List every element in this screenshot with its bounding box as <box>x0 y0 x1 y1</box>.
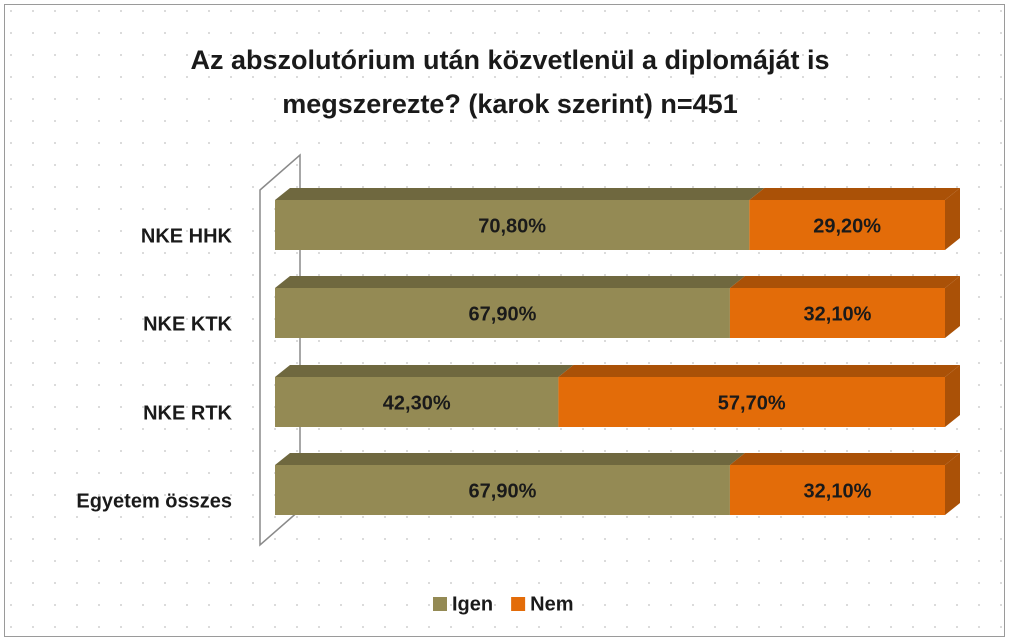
y-tick-label: NKE HHK <box>141 225 233 247</box>
bar-top <box>729 453 960 465</box>
bar-side <box>945 276 960 338</box>
y-tick-label: NKE RTK <box>143 402 232 424</box>
bar-side <box>945 188 960 250</box>
bar-side <box>945 453 960 515</box>
bar-top <box>558 365 960 377</box>
data-label: 67,90% <box>469 480 537 502</box>
legend-swatch <box>433 597 447 611</box>
data-label: 29,20% <box>813 215 881 237</box>
bar-top <box>275 188 765 200</box>
bar <box>275 465 730 515</box>
bar <box>749 200 945 250</box>
bar <box>558 377 945 427</box>
y-tick-label: Egyetem összes <box>76 490 232 512</box>
bar <box>275 288 730 338</box>
legend-swatch <box>511 597 526 611</box>
bar-top <box>729 276 960 288</box>
bar <box>275 377 559 427</box>
bar <box>729 288 945 338</box>
legend-label: Nem <box>530 593 573 615</box>
data-label: 32,10% <box>804 303 872 325</box>
bar-top <box>749 188 960 200</box>
bar <box>275 200 750 250</box>
data-label: 57,70% <box>718 392 786 414</box>
bar-top <box>275 365 574 377</box>
legend-label: Igen <box>452 593 493 615</box>
data-label: 70,80% <box>478 215 546 237</box>
bar-top <box>275 276 745 288</box>
chart-border <box>4 4 1005 637</box>
bar-side <box>945 365 960 427</box>
y-tick-label: NKE KTK <box>143 313 232 335</box>
data-label: 42,30% <box>383 392 451 414</box>
data-label: 67,90% <box>469 303 537 325</box>
chart-title: Az abszolutórium után közvetlenül a dipl… <box>190 45 830 119</box>
data-label: 32,10% <box>804 480 872 502</box>
bar <box>729 465 945 515</box>
bar-top <box>275 453 745 465</box>
